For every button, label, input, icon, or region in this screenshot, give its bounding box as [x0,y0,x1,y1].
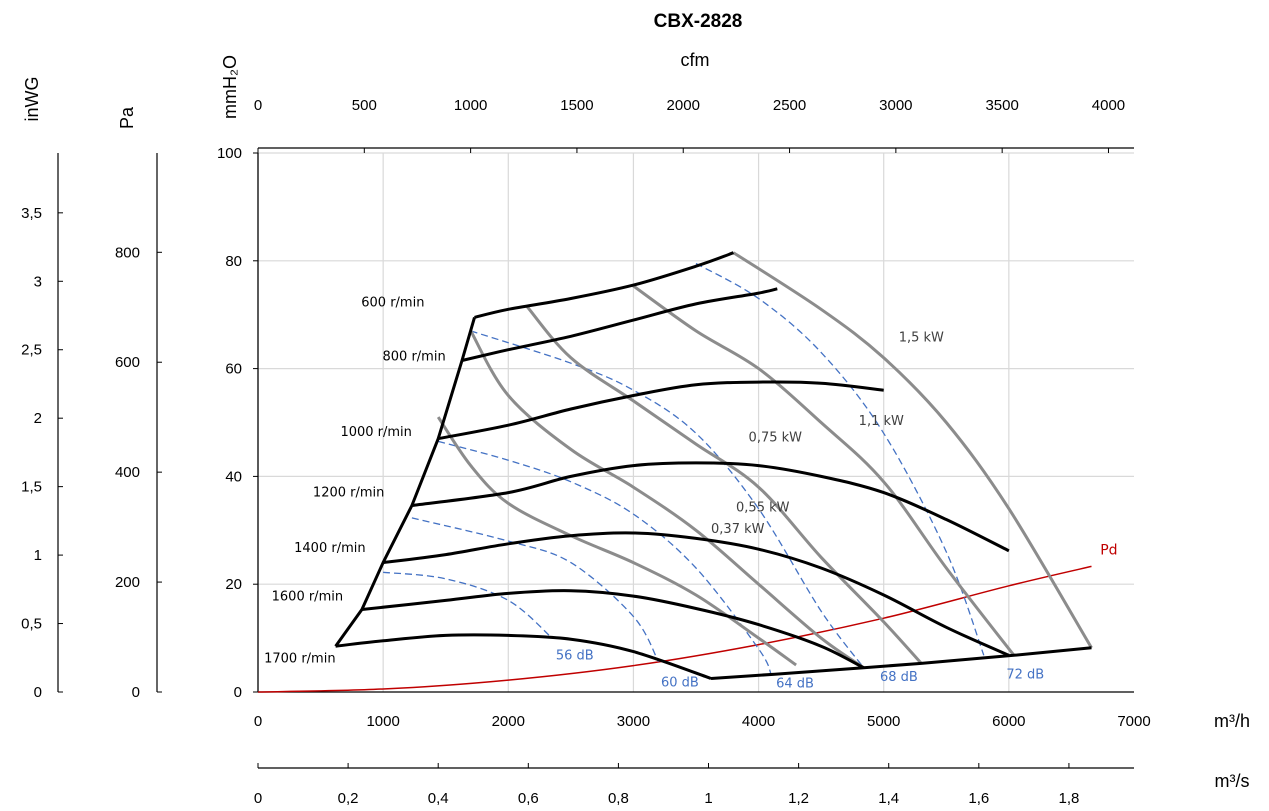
power-curve-label: 1,1 kW [859,414,904,429]
pa-tick-label: 600 [115,354,140,371]
db-curve [470,330,865,669]
m3s-axis-title: m³/s [1215,771,1250,791]
speed-curve-label: 800 r/min [383,350,446,365]
boundary-curve [710,646,1092,680]
speed-curve-label: 1400 r/min [294,541,365,556]
m3s-tick-label: 1,8 [1058,790,1079,807]
m3s-tick-label: 1,6 [968,790,989,807]
m3s-tick-label: 0,6 [518,790,539,807]
db-curve-label: 56 dB [556,649,594,664]
cfm-tick-label: 3000 [879,97,912,114]
db-curve [695,262,985,656]
inwg-tick-label: 0,5 [21,616,42,633]
m3s-tick-label: 0,4 [428,790,449,807]
cfm-tick-label: 500 [352,97,377,114]
m3s-tick-label: 1,4 [878,790,899,807]
cfm-tick-label: 2500 [773,97,806,114]
pa-tick-label: 0 [132,684,140,701]
pd-curve [257,565,1092,693]
inwg-axis-title: inWG [22,77,42,122]
x-tick-label: 2000 [492,713,525,730]
y-tick-label: 60 [225,361,242,378]
grid-lines [258,152,1134,692]
speed-curve [461,287,778,362]
pa-axis-title: Pa [117,106,137,129]
x-tick-label: 7000 [1117,713,1150,730]
y-tick-label: 80 [225,253,242,270]
speed-curve [382,531,1010,657]
x-tick-label: 5000 [867,713,900,730]
inwg-tick-label: 2 [34,410,42,427]
inwg-tick-label: 3 [34,273,42,290]
axes: 0 1000 2000 3000 4000 5000 6000 7000 m³/h0204060… [21,50,1250,807]
db-curve [383,571,553,639]
power-curve [732,251,1093,649]
power-curve-label: 1,5 kW [899,331,944,346]
db-curve [438,440,772,675]
power-curve [436,416,797,667]
cfm-tick-label: 0 [254,97,262,114]
power-curve [631,283,1016,657]
y-tick-label: 40 [225,468,242,485]
x-tick-label: 1000 [366,713,399,730]
cfm-axis-title: cfm [681,50,710,70]
y-tick-label: 20 [225,576,242,593]
inwg-tick-label: 3,5 [21,205,42,222]
cfm-tick-label: 4000 [1092,97,1125,114]
m3s-tick-label: 1 [704,790,712,807]
pa-tick-label: 400 [115,464,140,481]
inwg-tick-label: 1 [34,547,42,564]
y-tick-label: 100 [217,145,242,162]
x-axis-title: m³/h [1214,711,1250,731]
x-tick-label: 4000 [742,713,775,730]
power-curve-label: 0,37 kW [711,522,765,537]
speed-curve-label: 1600 r/min [272,589,343,604]
speed-curve [411,461,1010,553]
speed-curve-label: 1700 r/min [264,651,335,666]
x-tick-label: 3000 [617,713,650,730]
cfm-tick-label: 1000 [454,97,487,114]
speed-curve [474,251,735,319]
curves [257,251,1093,693]
speed-curve [361,589,865,670]
db-curve-label: 60 dB [661,676,699,691]
power-curve [525,305,923,665]
power-curve [469,330,865,669]
cfm-tick-label: 1500 [560,97,593,114]
chart-title: CBX-2828 [654,11,743,32]
pa-tick-label: 800 [115,244,140,261]
speed-curve-label: 1000 r/min [340,425,411,440]
inwg-tick-label: 0 [34,684,42,701]
m3s-tick-label: 1,2 [788,790,809,807]
y-tick-label: 0 [234,684,242,701]
power-curve-label: 0,55 kW [736,500,790,515]
db-curve-label: 64 dB [776,677,814,692]
speed-curve-label: 1200 r/min [313,485,384,500]
y-axis-title: mmH₂O [220,55,240,119]
x-tick-label: 6000 [992,713,1025,730]
pd-curve-label: Pd [1100,543,1117,559]
pa-tick-label: 200 [115,574,140,591]
m3s-tick-label: 0,2 [338,790,359,807]
boundary-curve [334,316,476,648]
speed-curve [335,633,712,680]
power-curve-label: 0,75 kW [749,430,803,445]
x-tick-label: 0 [254,713,262,730]
cfm-tick-label: 3500 [985,97,1018,114]
inwg-tick-label: 1,5 [21,479,42,496]
m3s-tick-label: 0 [254,790,262,807]
curve-labels: 600 r/min 800 r/min 1000 r/min 1200 r/min 14… [264,296,1117,692]
db-curve-label: 68 dB [880,670,918,685]
cfm-tick-label: 2000 [667,97,700,114]
inwg-tick-label: 2,5 [21,342,42,359]
speed-curve [437,380,884,441]
db-curve-label: 72 dB [1006,668,1044,683]
m3s-tick-label: 0,8 [608,790,629,807]
db-curve [411,517,660,663]
speed-curve-label: 600 r/min [361,296,424,311]
